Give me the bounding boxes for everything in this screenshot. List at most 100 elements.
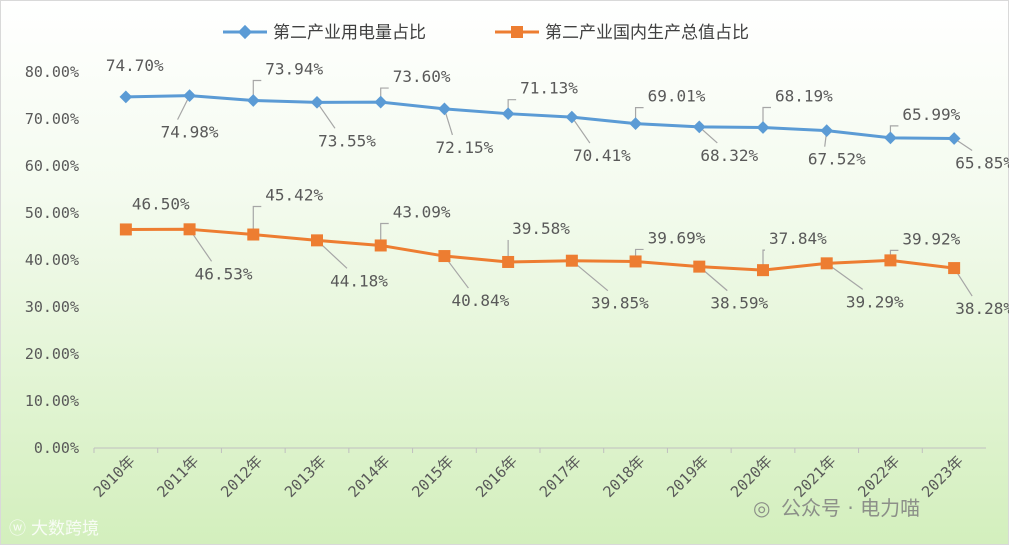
series-group	[119, 89, 961, 277]
legend-entry-electricity: 第二产业用电量占比	[223, 23, 426, 43]
x-tick-label: 2023年	[918, 452, 967, 501]
data-label: 68.19%	[775, 87, 833, 106]
series-1-point	[756, 121, 770, 134]
data-label: 46.50%	[132, 194, 190, 213]
y-tick-label: 10.00%	[25, 392, 79, 410]
data-label: 67.52%	[808, 150, 866, 169]
watermark-right: ◎ 公众号 · 电力喵	[753, 496, 920, 520]
data-label: 39.69%	[648, 228, 706, 247]
weibo-icon: ⓦ	[9, 519, 26, 539]
series-1-point	[501, 107, 515, 121]
data-label: 37.84%	[769, 229, 827, 248]
y-tick-label: 50.00%	[25, 204, 79, 222]
series-line-2	[125, 227, 955, 272]
y-tick-label: 20.00%	[25, 345, 79, 363]
x-tick-label: 2019年	[663, 452, 712, 501]
x-tick-label: 2018年	[600, 452, 649, 501]
leader-line	[252, 79, 262, 101]
data-label: 40.84%	[452, 291, 510, 310]
series-1-point	[820, 124, 834, 138]
x-tick-label: 2010年	[90, 452, 139, 501]
legend-label-gdp: 第二产业国内生产总值占比	[545, 23, 749, 43]
series-2-point	[183, 223, 196, 236]
legend-entry-gdp: 第二产业国内生产总值占比	[495, 23, 749, 43]
series-2-point	[119, 223, 132, 236]
watermark-left-text: 大数跨境	[31, 519, 99, 539]
y-tick-label: 30.00%	[25, 298, 79, 316]
leader-line	[762, 106, 771, 128]
x-tick-label: 2022年	[854, 452, 903, 501]
y-tick-label: 40.00%	[25, 251, 79, 269]
legend: 第二产业用电量占比 第二产业国内生产总值占比	[223, 23, 749, 43]
series-1-point	[183, 89, 196, 102]
watermark-left: ⓦ 大数跨境	[9, 519, 99, 539]
data-label: 74.70%	[106, 56, 164, 75]
series-2-point	[374, 239, 387, 252]
series-line-1	[125, 94, 955, 141]
series-1-point	[947, 132, 961, 145]
leader-line	[571, 116, 591, 144]
y-tick-label: 60.00%	[25, 157, 79, 175]
series-1-point	[629, 117, 642, 131]
leader-line	[762, 249, 765, 271]
series-1-point	[310, 95, 324, 109]
series-2-point	[438, 250, 451, 263]
data-label: 70.41%	[573, 146, 631, 165]
data-label: 43.09%	[393, 202, 451, 221]
data-labels: 74.70% 74.98% 73.94% 73.55% 73.60% 72.15% 71.1…	[106, 56, 1009, 318]
series-2-point	[565, 254, 578, 267]
series-2-point	[311, 234, 323, 247]
series-2-point	[757, 264, 769, 277]
x-tick-label: 2015年	[408, 452, 457, 501]
series-2-point	[948, 262, 961, 275]
diamond-marker-icon	[237, 24, 253, 40]
series-2-point	[820, 257, 833, 270]
series-2-point	[629, 255, 642, 268]
wechat-icon: ◎	[753, 496, 770, 520]
series-2-point	[693, 260, 706, 273]
y-tick-label: 80.00%	[25, 63, 79, 81]
data-label: 73.60%	[393, 67, 451, 86]
leader-line	[252, 205, 262, 235]
data-label: 38.28%	[955, 299, 1009, 318]
data-label: 39.58%	[512, 219, 570, 238]
y-tick-label: 70.00%	[25, 110, 79, 128]
data-label: 73.94%	[265, 59, 323, 78]
x-tick-label: 2017年	[536, 452, 585, 501]
series-2-point	[247, 228, 260, 241]
series-1-point	[565, 110, 579, 124]
watermark-right-text: 公众号 · 电力喵	[781, 496, 920, 520]
data-label: 74.98%	[161, 123, 219, 142]
data-label: 65.99%	[902, 105, 960, 124]
data-label: 39.85%	[591, 294, 649, 313]
series-1-point	[119, 90, 133, 104]
series-2-point	[884, 254, 897, 267]
data-label: 73.55%	[318, 131, 376, 150]
data-label: 39.92%	[902, 229, 960, 248]
series-1-point	[374, 95, 388, 109]
square-marker-icon	[511, 26, 523, 38]
series-1-point	[884, 131, 897, 145]
series-1-point	[246, 94, 260, 107]
data-label: 46.53%	[195, 264, 253, 283]
data-label: 44.18%	[330, 271, 388, 290]
x-tick-label: 2011年	[154, 452, 203, 501]
data-label: 68.32%	[700, 146, 758, 165]
data-label: 39.29%	[846, 292, 904, 311]
data-label: 38.59%	[710, 294, 768, 313]
data-label: 71.13%	[520, 79, 578, 98]
x-tick-label: 2016年	[472, 452, 521, 501]
leader-line	[316, 101, 336, 129]
data-label: 45.42%	[265, 186, 323, 205]
series-1-point	[438, 102, 451, 116]
x-tick-label: 2020年	[727, 452, 776, 501]
y-tick-label: 0.00%	[34, 439, 79, 457]
data-label: 72.15%	[436, 138, 494, 157]
x-tick-label: 2012年	[217, 452, 266, 501]
series-2-point	[502, 255, 515, 268]
x-tick-label: 2021年	[791, 452, 840, 501]
leader-line	[380, 222, 389, 246]
x-tick-label: 2014年	[345, 452, 394, 501]
